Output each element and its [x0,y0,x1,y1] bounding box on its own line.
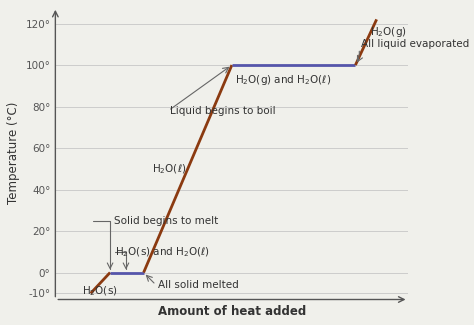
Text: H$_2$O(g): H$_2$O(g) [370,25,406,39]
X-axis label: Amount of heat added: Amount of heat added [158,305,306,318]
Text: H$_2$O($\ell$): H$_2$O($\ell$) [153,162,187,176]
Text: H$_2$O(s): H$_2$O(s) [82,284,118,298]
Y-axis label: Temperature (°C): Temperature (°C) [7,102,20,204]
Text: Liquid begins to boil: Liquid begins to boil [170,106,276,116]
Text: H$_2$O(g) and H$_2$O($\ell$): H$_2$O(g) and H$_2$O($\ell$) [236,72,332,86]
Text: All solid melted: All solid melted [158,280,238,290]
Text: Solid begins to melt: Solid begins to melt [114,216,218,226]
Text: H$_2$O(s) and H$_2$O($\ell$): H$_2$O(s) and H$_2$O($\ell$) [115,245,210,259]
Text: All liquid evaporated: All liquid evaporated [361,39,469,49]
